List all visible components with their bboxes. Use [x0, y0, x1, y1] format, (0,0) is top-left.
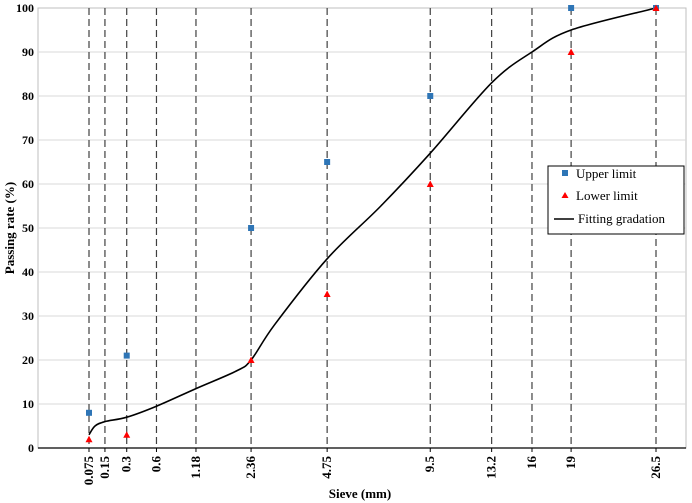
y-axis-label: Passing rate (%) [2, 182, 17, 274]
upper-limit-point [427, 93, 434, 99]
y-tick-label: 100 [16, 1, 34, 15]
lower-limit-point [247, 356, 255, 363]
upper-limit-point [123, 352, 130, 359]
y-tick-label: 0 [28, 441, 34, 455]
x-tick-label: 4.75 [319, 456, 334, 479]
upper-limit-point [86, 409, 92, 416]
fitting-gradation-line [88, 7, 657, 436]
x-tick-label: 0.3 [119, 456, 134, 473]
legend-upper-marker [562, 170, 568, 176]
y-tick-label: 80 [22, 89, 34, 103]
x-tick-label: 19 [563, 456, 578, 470]
x-tick-label: 13.2 [484, 456, 499, 479]
x-tick-label: 0.15 [97, 456, 112, 479]
x-tick-label: 1.18 [188, 456, 203, 479]
lower-limit-point [567, 48, 575, 55]
y-tick-label: 70 [22, 133, 34, 147]
x-axis-label: Sieve (mm) [329, 486, 391, 501]
labels-layer: Sieve (mm) Passing rate (%) [2, 182, 391, 501]
x-tick-label: 0.6 [148, 456, 163, 473]
y-tick-label: 20 [22, 353, 34, 367]
x-tick-label: 9.5 [422, 456, 437, 473]
legend-fitting-label: Fitting gradation [578, 211, 666, 226]
upper-limit-point [324, 159, 331, 165]
upper-limit-point [568, 5, 575, 11]
x-tick-label: 0.075 [81, 456, 96, 486]
x-tick-label: 2.36 [243, 456, 258, 479]
lower-limit-point [85, 435, 93, 443]
lower-limit-point [652, 4, 660, 11]
legend: Upper limit Lower limit Fitting gradatio… [547, 165, 685, 235]
y-tick-label: 30 [22, 309, 34, 323]
legend-lower-marker [561, 192, 569, 198]
y-tick-label: 50 [22, 221, 34, 235]
x-tick-label: 16 [524, 456, 539, 470]
legend-box [547, 165, 685, 235]
lower-limit-point [426, 180, 434, 187]
lower-limit-point [123, 431, 131, 438]
y-tick-label: 90 [22, 45, 34, 59]
axes-layer: 0 10 20 30 40 50 60 70 80 90 100 0.075 0.15 0.3 0.6 1.1… [16, 1, 686, 485]
series-layer [85, 4, 660, 443]
x-tick-label: 26.5 [648, 456, 663, 479]
y-tick-label: 10 [22, 397, 34, 411]
lower-limit-point [323, 290, 331, 297]
y-tick-label: 40 [22, 265, 34, 279]
legend-lower-label: Lower limit [576, 188, 638, 203]
y-tick-label: 60 [22, 177, 34, 191]
upper-limit-point [248, 225, 255, 231]
legend-upper-label: Upper limit [576, 166, 637, 181]
